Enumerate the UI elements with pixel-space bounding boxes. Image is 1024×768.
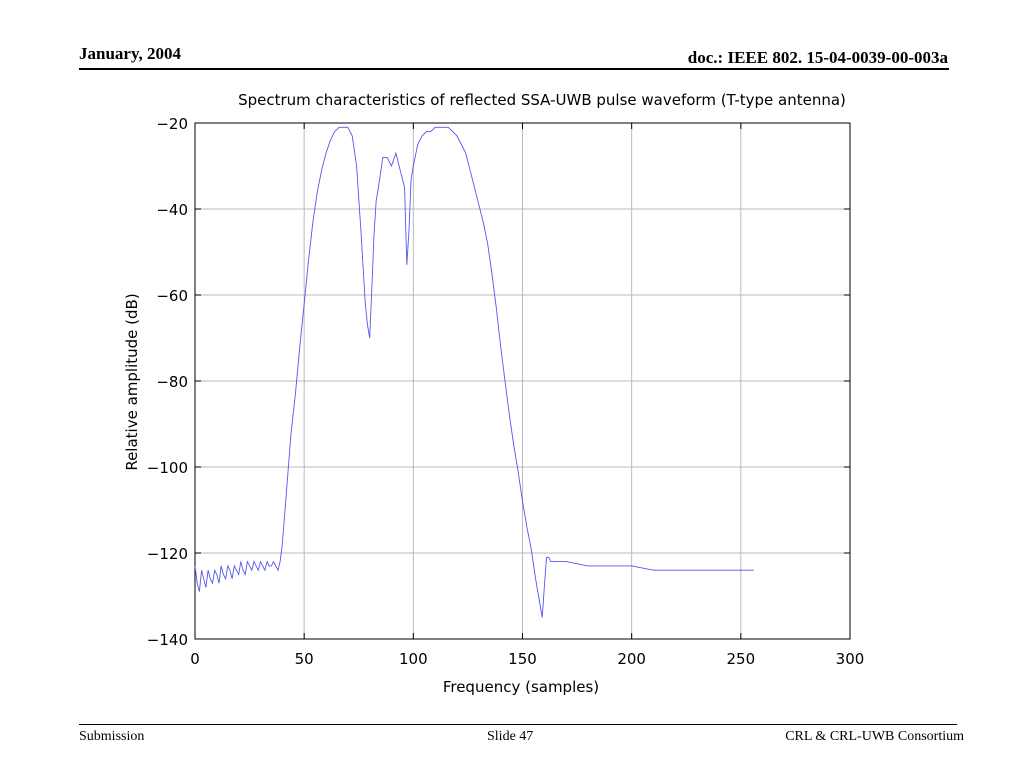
slide-number: Slide 47 xyxy=(487,729,534,744)
y-tick-label: −120 xyxy=(147,545,188,563)
y-tick-label: −40 xyxy=(156,201,188,219)
x-tick-label: 150 xyxy=(508,650,537,668)
y-tick-label: −80 xyxy=(156,373,188,391)
slide-date: January, 2004 xyxy=(79,44,182,63)
chart-grid xyxy=(195,123,850,639)
axis-ticks: 0 50 100 150 200 250 300 −20 −40 −60 −80 −100 −120 −1… xyxy=(147,115,865,668)
y-tick-label: −60 xyxy=(156,287,188,305)
footer-organization: CRL & CRL-UWB Consortium xyxy=(785,729,964,744)
series-line xyxy=(194,126,754,618)
x-tick-label: 100 xyxy=(399,650,428,668)
header-rule xyxy=(79,68,949,70)
y-tick-label: −20 xyxy=(156,115,188,133)
y-tick-label: −100 xyxy=(147,459,188,477)
x-tick-label: 300 xyxy=(836,650,865,668)
x-tick-label: 50 xyxy=(295,650,314,668)
x-axis-label: Frequency (samples) xyxy=(443,678,599,696)
footer-rule xyxy=(79,724,957,725)
document-id: doc.: IEEE 802. 15-04-0039-00-003a xyxy=(687,48,948,67)
footer-submission: Submission xyxy=(79,729,145,744)
x-tick-label: 250 xyxy=(727,650,756,668)
x-tick-label: 0 xyxy=(190,650,200,668)
x-tick-label: 200 xyxy=(617,650,646,668)
chart-title: Spectrum characteristics of reflected SS… xyxy=(238,91,846,109)
y-axis-label: Relative amplitude (dB) xyxy=(123,293,141,470)
y-tick-label: −140 xyxy=(147,631,188,649)
